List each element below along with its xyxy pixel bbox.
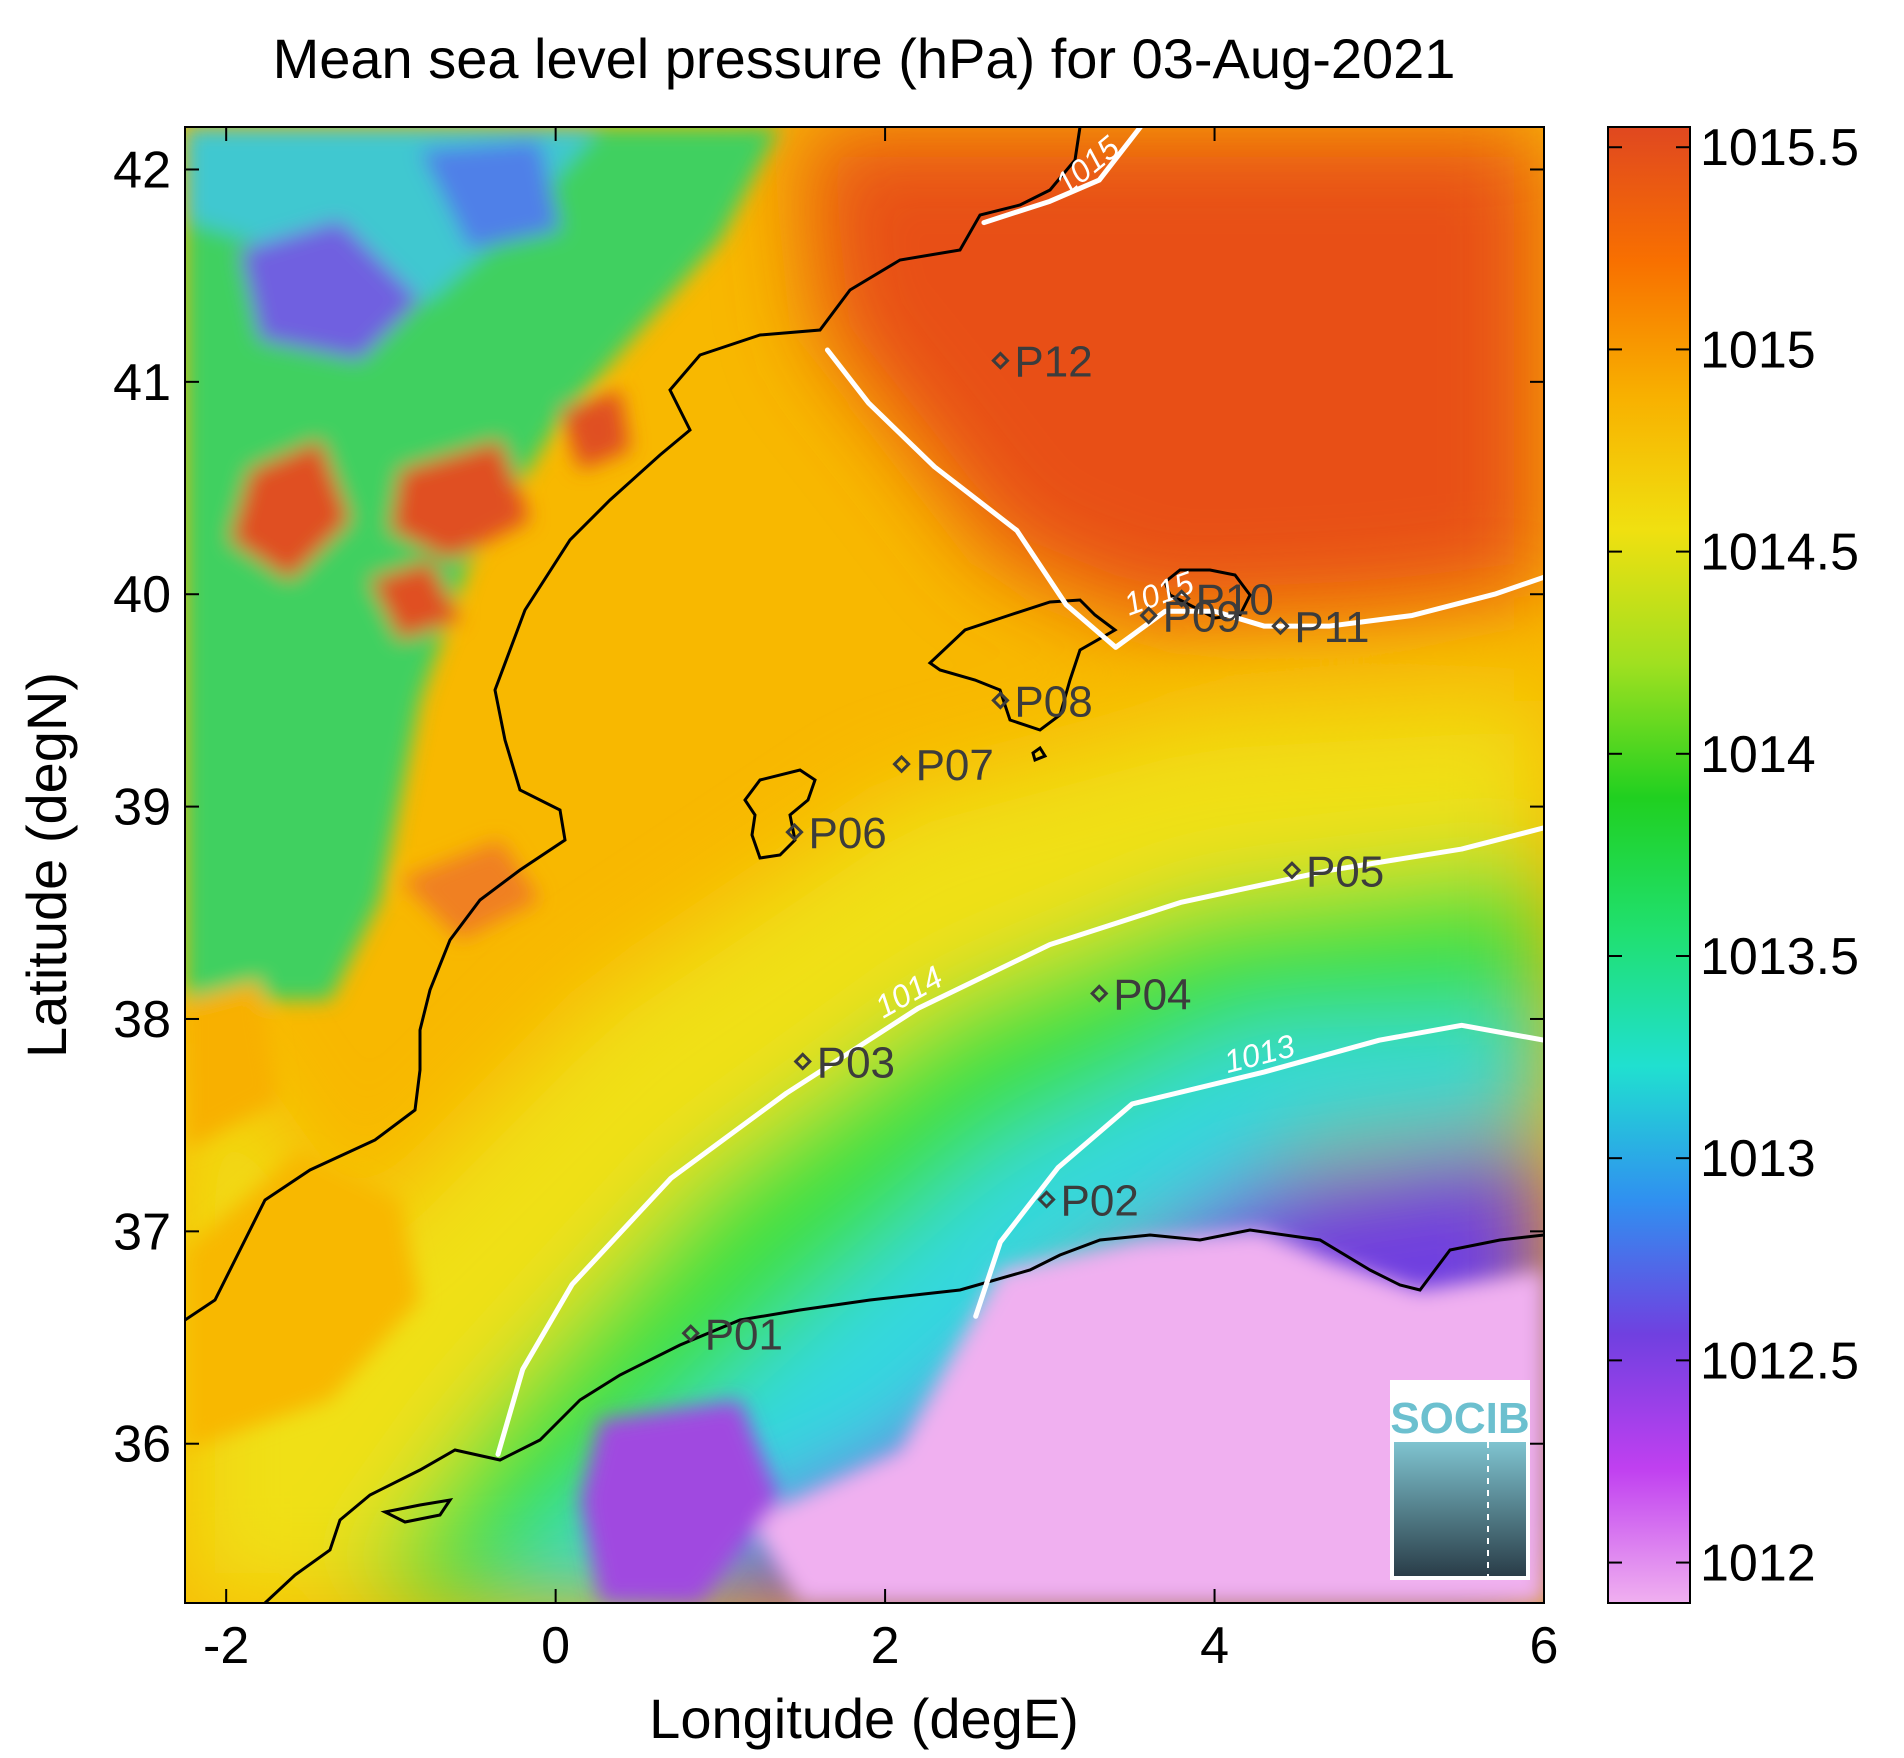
station-label: P05: [1306, 847, 1384, 896]
plot-frame: [184, 126, 1545, 1604]
y-tick-label: 41: [113, 354, 171, 412]
contour-lines: [495, 127, 1544, 1457]
colorbar-tick-label: 1013.5: [1700, 928, 1859, 986]
station-marker: [1172, 589, 1191, 608]
x-tick-label: -2: [203, 1617, 249, 1675]
y-axis-label: Latitude (degN): [15, 672, 78, 1058]
colorbar-tick-label: 1015: [1700, 321, 1816, 379]
colorbar: [1607, 126, 1691, 1604]
colorbar-tick-label: 1013: [1700, 1130, 1816, 1188]
station-marker: [1090, 984, 1109, 1003]
x-axis-label: Longitude (degE): [649, 1687, 1079, 1750]
x-tick-label: 0: [541, 1617, 570, 1675]
station-marker: [681, 1324, 700, 1343]
station-label: P12: [1014, 338, 1092, 387]
station-marker: [785, 822, 804, 842]
contour-line-1013: [973, 1022, 1544, 1319]
station-label: P08: [1014, 677, 1092, 726]
colorbar-ticks: 1012 1012.5 1013 1013.5 1014 1014.5 1015 1015.5: [1608, 119, 1859, 1593]
y-tick-label: 39: [113, 779, 171, 837]
colorbar-tick-label: 1014: [1700, 726, 1816, 784]
station-label: P06: [808, 809, 886, 858]
contour-line-1014: [495, 825, 1544, 1457]
chart-title: Mean sea level pressure (hPa) for 03-Aug…: [273, 27, 1456, 90]
x-tick-label: 2: [871, 1617, 900, 1675]
station-marker: [793, 1052, 812, 1071]
station-label: P11: [1294, 603, 1369, 652]
station-marker: [1139, 606, 1158, 625]
station-label: P07: [916, 741, 994, 790]
station-marker: [1271, 616, 1290, 636]
y-tick-label: 40: [113, 566, 171, 624]
station-marker: [991, 351, 1010, 370]
y-tick-label: 38: [113, 991, 171, 1049]
station-label: P01: [705, 1310, 783, 1359]
station-marker: [892, 754, 911, 774]
pressure-field: [185, 127, 1544, 1603]
colorbar-tick-label: 1012.5: [1700, 1332, 1859, 1390]
station-label: P10: [1196, 575, 1274, 624]
x-tick-label: 4: [1200, 1617, 1229, 1675]
station-marker: [1282, 861, 1302, 880]
y-tick-label: 42: [113, 141, 171, 199]
colorbar-tick-label: 1015.5: [1700, 119, 1859, 177]
y-tick-label: 36: [113, 1416, 171, 1474]
y-tick-label: 37: [113, 1203, 171, 1261]
y-axis: 36 37 38 39 40 41 42: [113, 141, 1544, 1474]
station-label: P04: [1113, 970, 1191, 1019]
coastlines: [185, 127, 1544, 1603]
station-marker: [1037, 1190, 1056, 1209]
colorbar-tick-label: 1012: [1700, 1535, 1816, 1593]
contour-line-1015: [824, 347, 1544, 650]
station-label: P03: [817, 1038, 895, 1087]
socib-logo: SOCIB: [1390, 1380, 1530, 1580]
x-axis: -2 0 2 4 6: [203, 127, 1558, 1675]
station-label: P02: [1061, 1176, 1139, 1225]
contour-line-1015: [981, 127, 1143, 226]
station-marker: [991, 691, 1010, 710]
logo-text: SOCIB: [1390, 1394, 1529, 1443]
x-tick-label: 6: [1530, 1617, 1559, 1675]
colorbar-tick-label: 1014.5: [1700, 524, 1859, 582]
